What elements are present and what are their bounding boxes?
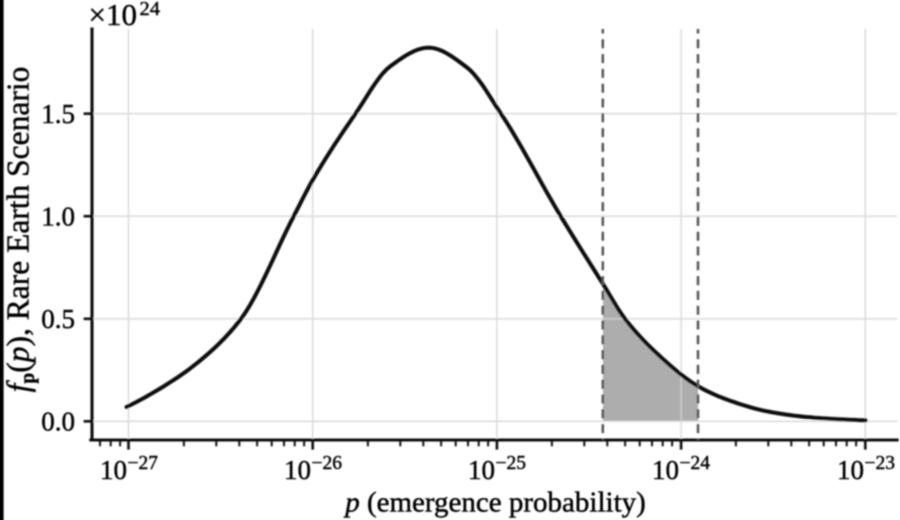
svg-text:10: 10 bbox=[468, 455, 495, 485]
svg-text:10: 10 bbox=[100, 455, 127, 485]
svg-text:1.5: 1.5 bbox=[41, 99, 75, 129]
svg-text:10: 10 bbox=[837, 455, 864, 485]
svg-text:1.0: 1.0 bbox=[41, 201, 75, 231]
svg-text:10: 10 bbox=[652, 455, 679, 485]
svg-text:0.0: 0.0 bbox=[41, 406, 75, 436]
svg-text:24: 24 bbox=[140, 0, 161, 20]
svg-text:−23: −23 bbox=[865, 453, 896, 474]
svg-text:−26: −26 bbox=[312, 453, 343, 474]
svg-text:−24: −24 bbox=[680, 453, 711, 474]
svg-text:0.5: 0.5 bbox=[41, 304, 75, 334]
svg-text:10: 10 bbox=[284, 455, 311, 485]
svg-text:−27: −27 bbox=[128, 453, 159, 474]
svg-text:p (emergence probability): p (emergence probability) bbox=[343, 487, 646, 519]
svg-text:−25: −25 bbox=[496, 453, 527, 474]
svg-text:×10: ×10 bbox=[89, 0, 137, 32]
svg-text:fp(p), Rare Earth Scenario: fp(p), Rare Earth Scenario bbox=[1, 67, 40, 393]
